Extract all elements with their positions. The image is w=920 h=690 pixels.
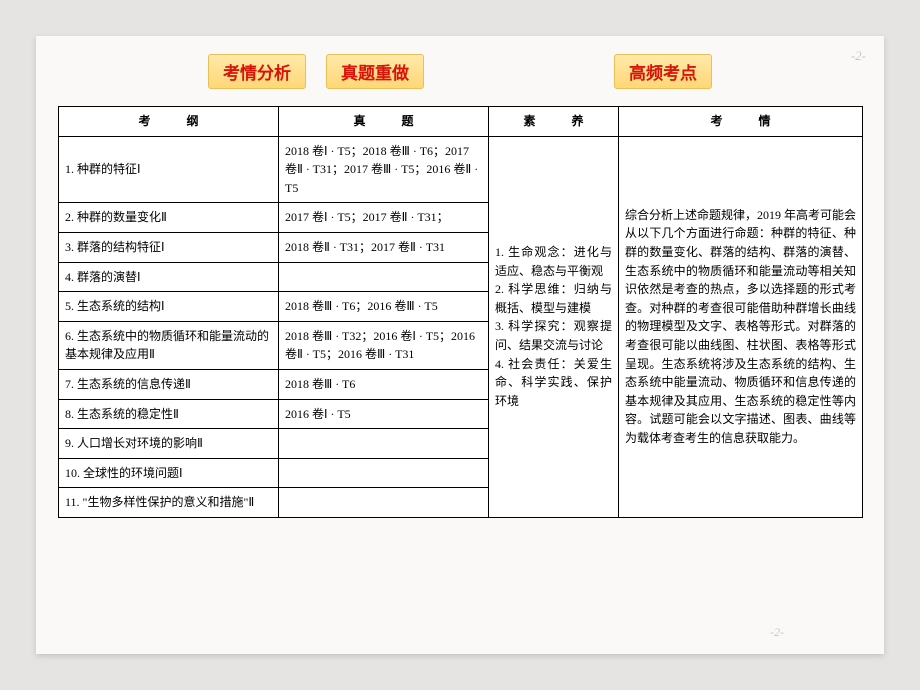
- outline-cell: 2. 种群的数量变化Ⅱ: [59, 203, 279, 233]
- outline-cell: 11. "生物多样性保护的意义和措施"Ⅱ: [59, 488, 279, 518]
- question-cell: [279, 429, 489, 459]
- tab-bar: 考情分析 真题重做 高频考点: [36, 54, 884, 89]
- question-cell: [279, 262, 489, 292]
- outline-cell: 7. 生态系统的信息传递Ⅱ: [59, 369, 279, 399]
- question-cell: 2018 卷Ⅰ · T5；2018 卷Ⅲ · T6；2017 卷Ⅱ · T31；…: [279, 136, 489, 203]
- table-header-row: 考 纲 真 题 素 养 考 情: [59, 107, 863, 137]
- content-table: 考 纲 真 题 素 养 考 情 1. 种群的特征Ⅰ 2018 卷Ⅰ · T5；2…: [58, 106, 863, 518]
- question-cell: [279, 488, 489, 518]
- tab-spacer: [444, 54, 594, 89]
- slide-page: -2- 考情分析 真题重做 高频考点 考 纲 真 题 素 养 考 情 1. 种群…: [36, 36, 884, 654]
- page-number-bottom: -2-: [770, 625, 784, 640]
- outline-cell: 4. 群落的演替Ⅰ: [59, 262, 279, 292]
- outline-cell: 1. 种群的特征Ⅰ: [59, 136, 279, 203]
- question-cell: 2016 卷Ⅰ · T5: [279, 399, 489, 429]
- question-cell: 2018 卷Ⅲ · T6: [279, 369, 489, 399]
- outline-cell: 8. 生态系统的稳定性Ⅱ: [59, 399, 279, 429]
- situation-cell: 综合分析上述命题规律，2019 年高考可能会从以下几个方面进行命题：种群的特征、…: [619, 136, 863, 517]
- question-cell: [279, 458, 489, 488]
- table-row: 1. 种群的特征Ⅰ 2018 卷Ⅰ · T5；2018 卷Ⅲ · T6；2017…: [59, 136, 863, 203]
- outline-cell: 6. 生态系统中的物质循环和能量流动的基本规律及应用Ⅱ: [59, 321, 279, 369]
- tab-highfreq[interactable]: 高频考点: [614, 54, 712, 89]
- tab-redo[interactable]: 真题重做: [326, 54, 424, 89]
- question-cell: 2018 卷Ⅱ · T31；2017 卷Ⅱ · T31: [279, 232, 489, 262]
- header-literacy: 素 养: [489, 107, 619, 137]
- tab-analysis[interactable]: 考情分析: [208, 54, 306, 89]
- question-cell: 2018 卷Ⅲ · T32；2016 卷Ⅰ · T5；2016 卷Ⅱ · T5；…: [279, 321, 489, 369]
- literacy-cell: 1. 生命观念：进化与适应、稳态与平衡观 2. 科学思维：归纳与概括、模型与建模…: [489, 136, 619, 517]
- outline-cell: 10. 全球性的环境问题Ⅰ: [59, 458, 279, 488]
- header-questions: 真 题: [279, 107, 489, 137]
- outline-cell: 3. 群落的结构特征Ⅰ: [59, 232, 279, 262]
- header-situation: 考 情: [619, 107, 863, 137]
- header-outline: 考 纲: [59, 107, 279, 137]
- question-cell: 2018 卷Ⅲ · T6；2016 卷Ⅲ · T5: [279, 292, 489, 322]
- outline-cell: 5. 生态系统的结构Ⅰ: [59, 292, 279, 322]
- question-cell: 2017 卷Ⅰ · T5；2017 卷Ⅱ · T31；: [279, 203, 489, 233]
- outline-cell: 9. 人口增长对环境的影响Ⅱ: [59, 429, 279, 459]
- content-table-wrap: 考 纲 真 题 素 养 考 情 1. 种群的特征Ⅰ 2018 卷Ⅰ · T5；2…: [58, 106, 862, 518]
